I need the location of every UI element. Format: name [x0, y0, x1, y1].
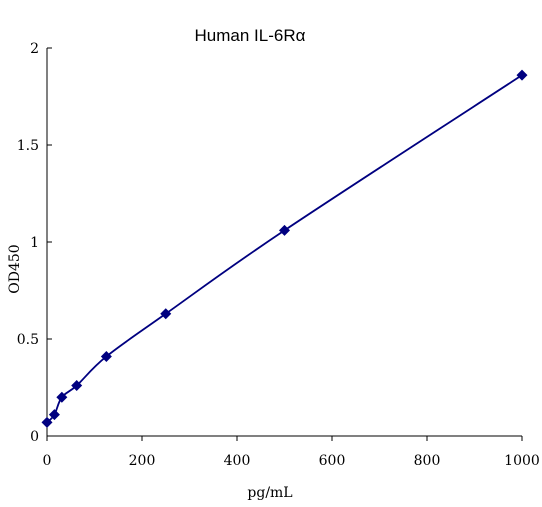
y-axis-label: OD450 — [7, 244, 23, 293]
chart-title: Human IL-6Rα — [195, 26, 306, 45]
x-tick-label: 800 — [414, 453, 441, 469]
x-tick-label: 200 — [129, 453, 156, 469]
data-point — [160, 308, 172, 320]
data-point — [56, 391, 68, 403]
data-point — [516, 69, 528, 81]
x-axis: 0 200 400 600 800 1000 — [43, 435, 540, 469]
y-tick-label: 1.5 — [17, 138, 39, 154]
x-axis-label: pg/mL — [247, 485, 292, 501]
series-line — [46, 74, 523, 424]
data-point — [41, 416, 53, 428]
x-tick-label: 400 — [224, 453, 251, 469]
y-tick-label: 0 — [30, 429, 39, 445]
series-group — [41, 69, 528, 428]
x-tick-label: 1000 — [504, 453, 540, 469]
y-axis: 0 0.5 1 1.5 2 — [17, 41, 52, 445]
y-tick-label: 1 — [30, 235, 39, 251]
y-tick-label: 0.5 — [17, 332, 39, 348]
data-point — [279, 224, 290, 236]
data-point — [71, 380, 83, 392]
x-tick-label: 600 — [319, 453, 346, 469]
y-tick-label: 2 — [30, 41, 39, 57]
data-point — [100, 350, 112, 362]
x-tick-label: 0 — [43, 453, 52, 469]
data-point — [48, 409, 60, 421]
